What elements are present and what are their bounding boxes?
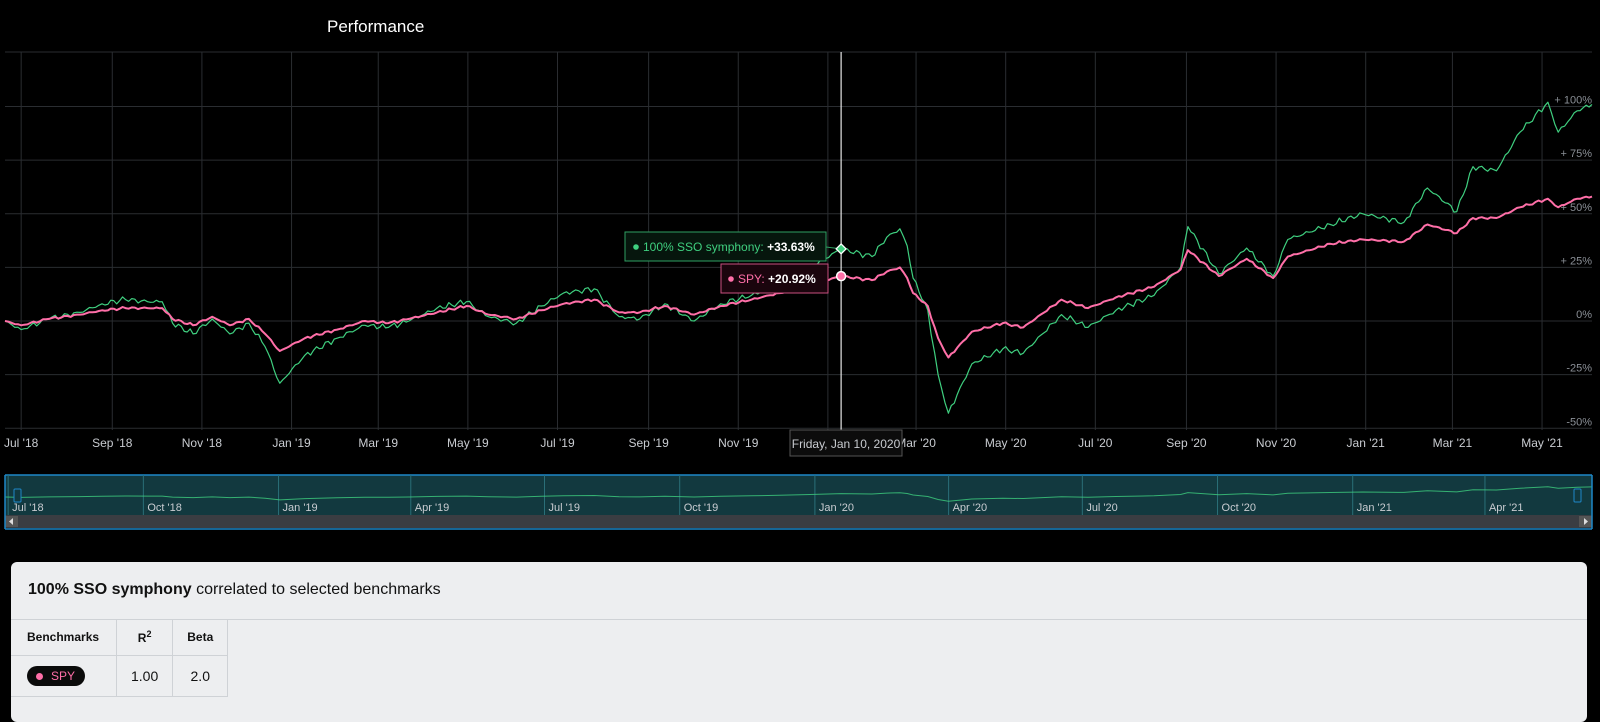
sso-dot-icon (633, 244, 639, 250)
x-tick-label: Nov '18 (182, 436, 223, 450)
x-tick-label: Jan '19 (272, 436, 311, 450)
table-row: SPY 1.00 2.0 (11, 655, 229, 697)
col-benchmarks[interactable]: Benchmarks (11, 619, 117, 656)
y-tick-label: -25% (1566, 363, 1592, 375)
sso-marker (835, 242, 847, 255)
x-tick-label: May '21 (1521, 436, 1563, 450)
scroll-right-icon (1584, 518, 1588, 525)
navigator-label: Jan '19 (283, 502, 318, 514)
benchmark-correlation-panel: 100% SSO symphony correlated to selected… (11, 562, 1587, 722)
divider (11, 619, 1587, 620)
date-tooltip (789, 429, 903, 457)
navigator-label: Oct '18 (147, 502, 182, 514)
sso-tooltip (624, 231, 827, 262)
x-axis: Jul '18 Sep '18 Nov '18 Jan '19 Mar '19 May '… (4, 436, 1563, 450)
r-squared-value: 1.00 (116, 655, 174, 697)
x-tick-label: Jul '18 (4, 436, 39, 450)
x-tick-label: Sep '20 (1166, 436, 1207, 450)
x-tick-label: Sep '19 (628, 436, 669, 450)
y-tick-label: + 25% (1561, 255, 1593, 267)
spy-marker (835, 270, 847, 282)
x-tick-label: Mar '21 (1433, 436, 1473, 450)
panel-title-rest: correlated to selected benchmarks (191, 581, 441, 598)
x-tick-label: Jul '20 (1078, 436, 1113, 450)
spy-dot-icon (728, 276, 734, 282)
navigator-label: Oct '19 (684, 502, 719, 514)
spy-tooltip-label: SPY: +20.92% (738, 272, 816, 286)
panel-title: 100% SSO symphony correlated to selected… (28, 581, 441, 599)
navigator-label: Jan '21 (1357, 502, 1392, 514)
y-tick-label: + 50% (1561, 202, 1593, 214)
y-axis: + 100% + 75% + 50% + 25% 0% -25% -50% (1554, 95, 1592, 429)
navigator-right-handle[interactable] (1573, 488, 1582, 503)
y-tick-label: -50% (1566, 416, 1592, 428)
x-tick-label: Nov '20 (1256, 436, 1297, 450)
y-tick-label: 0% (1576, 309, 1592, 321)
beta-value: 2.0 (172, 655, 229, 697)
performance-chart[interactable]: + 100% + 75% + 50% + 25% 0% -25% -50% Jul '18 S… (0, 0, 1600, 540)
navigator-label: Oct '20 (1222, 502, 1257, 514)
x-tick-label: Mar '20 (896, 436, 936, 450)
x-tick-label: Mar '19 (358, 436, 398, 450)
spy-dot-icon (36, 672, 43, 680)
navigator-label: Apr '20 (953, 502, 988, 514)
benchmark-cell: SPY (11, 655, 117, 697)
navigator-label: Jul '18 (12, 502, 43, 514)
crosshair: 100% SSO symphony: +33.63% SPY: +20.92% Fr… (624, 52, 903, 457)
col-beta[interactable]: Beta (172, 619, 229, 656)
page-title: Performance (327, 17, 425, 36)
scroll-left-icon (9, 518, 13, 525)
navigator-label: Jul '19 (549, 502, 580, 514)
y-tick-label: + 100% (1554, 95, 1592, 107)
table-header-row: Benchmarks R2 Beta (11, 619, 229, 656)
spy-tooltip (720, 263, 829, 294)
x-tick-label: Nov '19 (718, 436, 759, 450)
x-tick-label: Sep '18 (92, 436, 133, 450)
navigator-label: Jan '20 (819, 502, 854, 514)
benchmark-table: Benchmarks R2 Beta SPY 1.00 2.0 (11, 619, 229, 697)
navigator-label: Apr '19 (415, 502, 450, 514)
col-r-squared[interactable]: R2 (116, 619, 174, 656)
date-tooltip-label: Friday, Jan 10, 2020 (792, 437, 901, 451)
navigator-scrollbar[interactable] (5, 515, 1592, 528)
navigator-left-handle[interactable] (13, 488, 22, 503)
range-navigator[interactable]: Jul '18 Oct '18 Jan '19 Apr '19 Jul '19 Oct '… (4, 474, 1593, 530)
x-tick-label: Jan '21 (1347, 436, 1386, 450)
y-tick-label: + 75% (1561, 148, 1593, 160)
x-tick-label: May '20 (985, 436, 1027, 450)
navigator-label: Jul '20 (1086, 502, 1117, 514)
chart-grid (5, 51, 1592, 430)
navigator-label: Apr '21 (1489, 502, 1524, 514)
navigator-series-line (4, 486, 1593, 502)
x-tick-label: Jul '19 (540, 436, 575, 450)
symphony-name: 100% SSO symphony (28, 581, 192, 598)
sso-tooltip-label: 100% SSO symphony: +33.63% (643, 240, 815, 254)
x-tick-label: May '19 (447, 436, 489, 450)
spy-benchmark-pill[interactable]: SPY (27, 666, 86, 686)
